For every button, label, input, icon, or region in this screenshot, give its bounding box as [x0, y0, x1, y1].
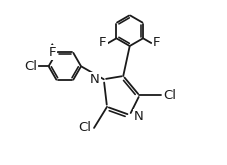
- Text: F: F: [153, 36, 160, 50]
- Text: N: N: [134, 110, 143, 123]
- Text: Cl: Cl: [79, 121, 92, 134]
- Text: F: F: [99, 36, 107, 50]
- Text: Cl: Cl: [24, 60, 37, 73]
- Text: N: N: [90, 73, 100, 86]
- Text: Cl: Cl: [163, 89, 176, 102]
- Text: F: F: [49, 46, 56, 59]
